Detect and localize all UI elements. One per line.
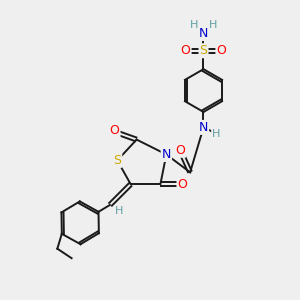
- Text: O: O: [178, 178, 187, 191]
- Text: N: N: [199, 121, 208, 134]
- Text: O: O: [110, 124, 120, 137]
- Text: H: H: [190, 20, 198, 31]
- Text: O: O: [176, 144, 185, 157]
- Text: N: N: [199, 27, 208, 40]
- Text: O: O: [181, 44, 190, 57]
- Text: O: O: [216, 44, 226, 57]
- Text: H: H: [209, 20, 218, 31]
- Text: H: H: [115, 206, 123, 216]
- Text: N: N: [162, 148, 171, 161]
- Text: S: S: [113, 154, 121, 167]
- Text: H: H: [212, 129, 220, 139]
- Text: S: S: [200, 44, 208, 57]
